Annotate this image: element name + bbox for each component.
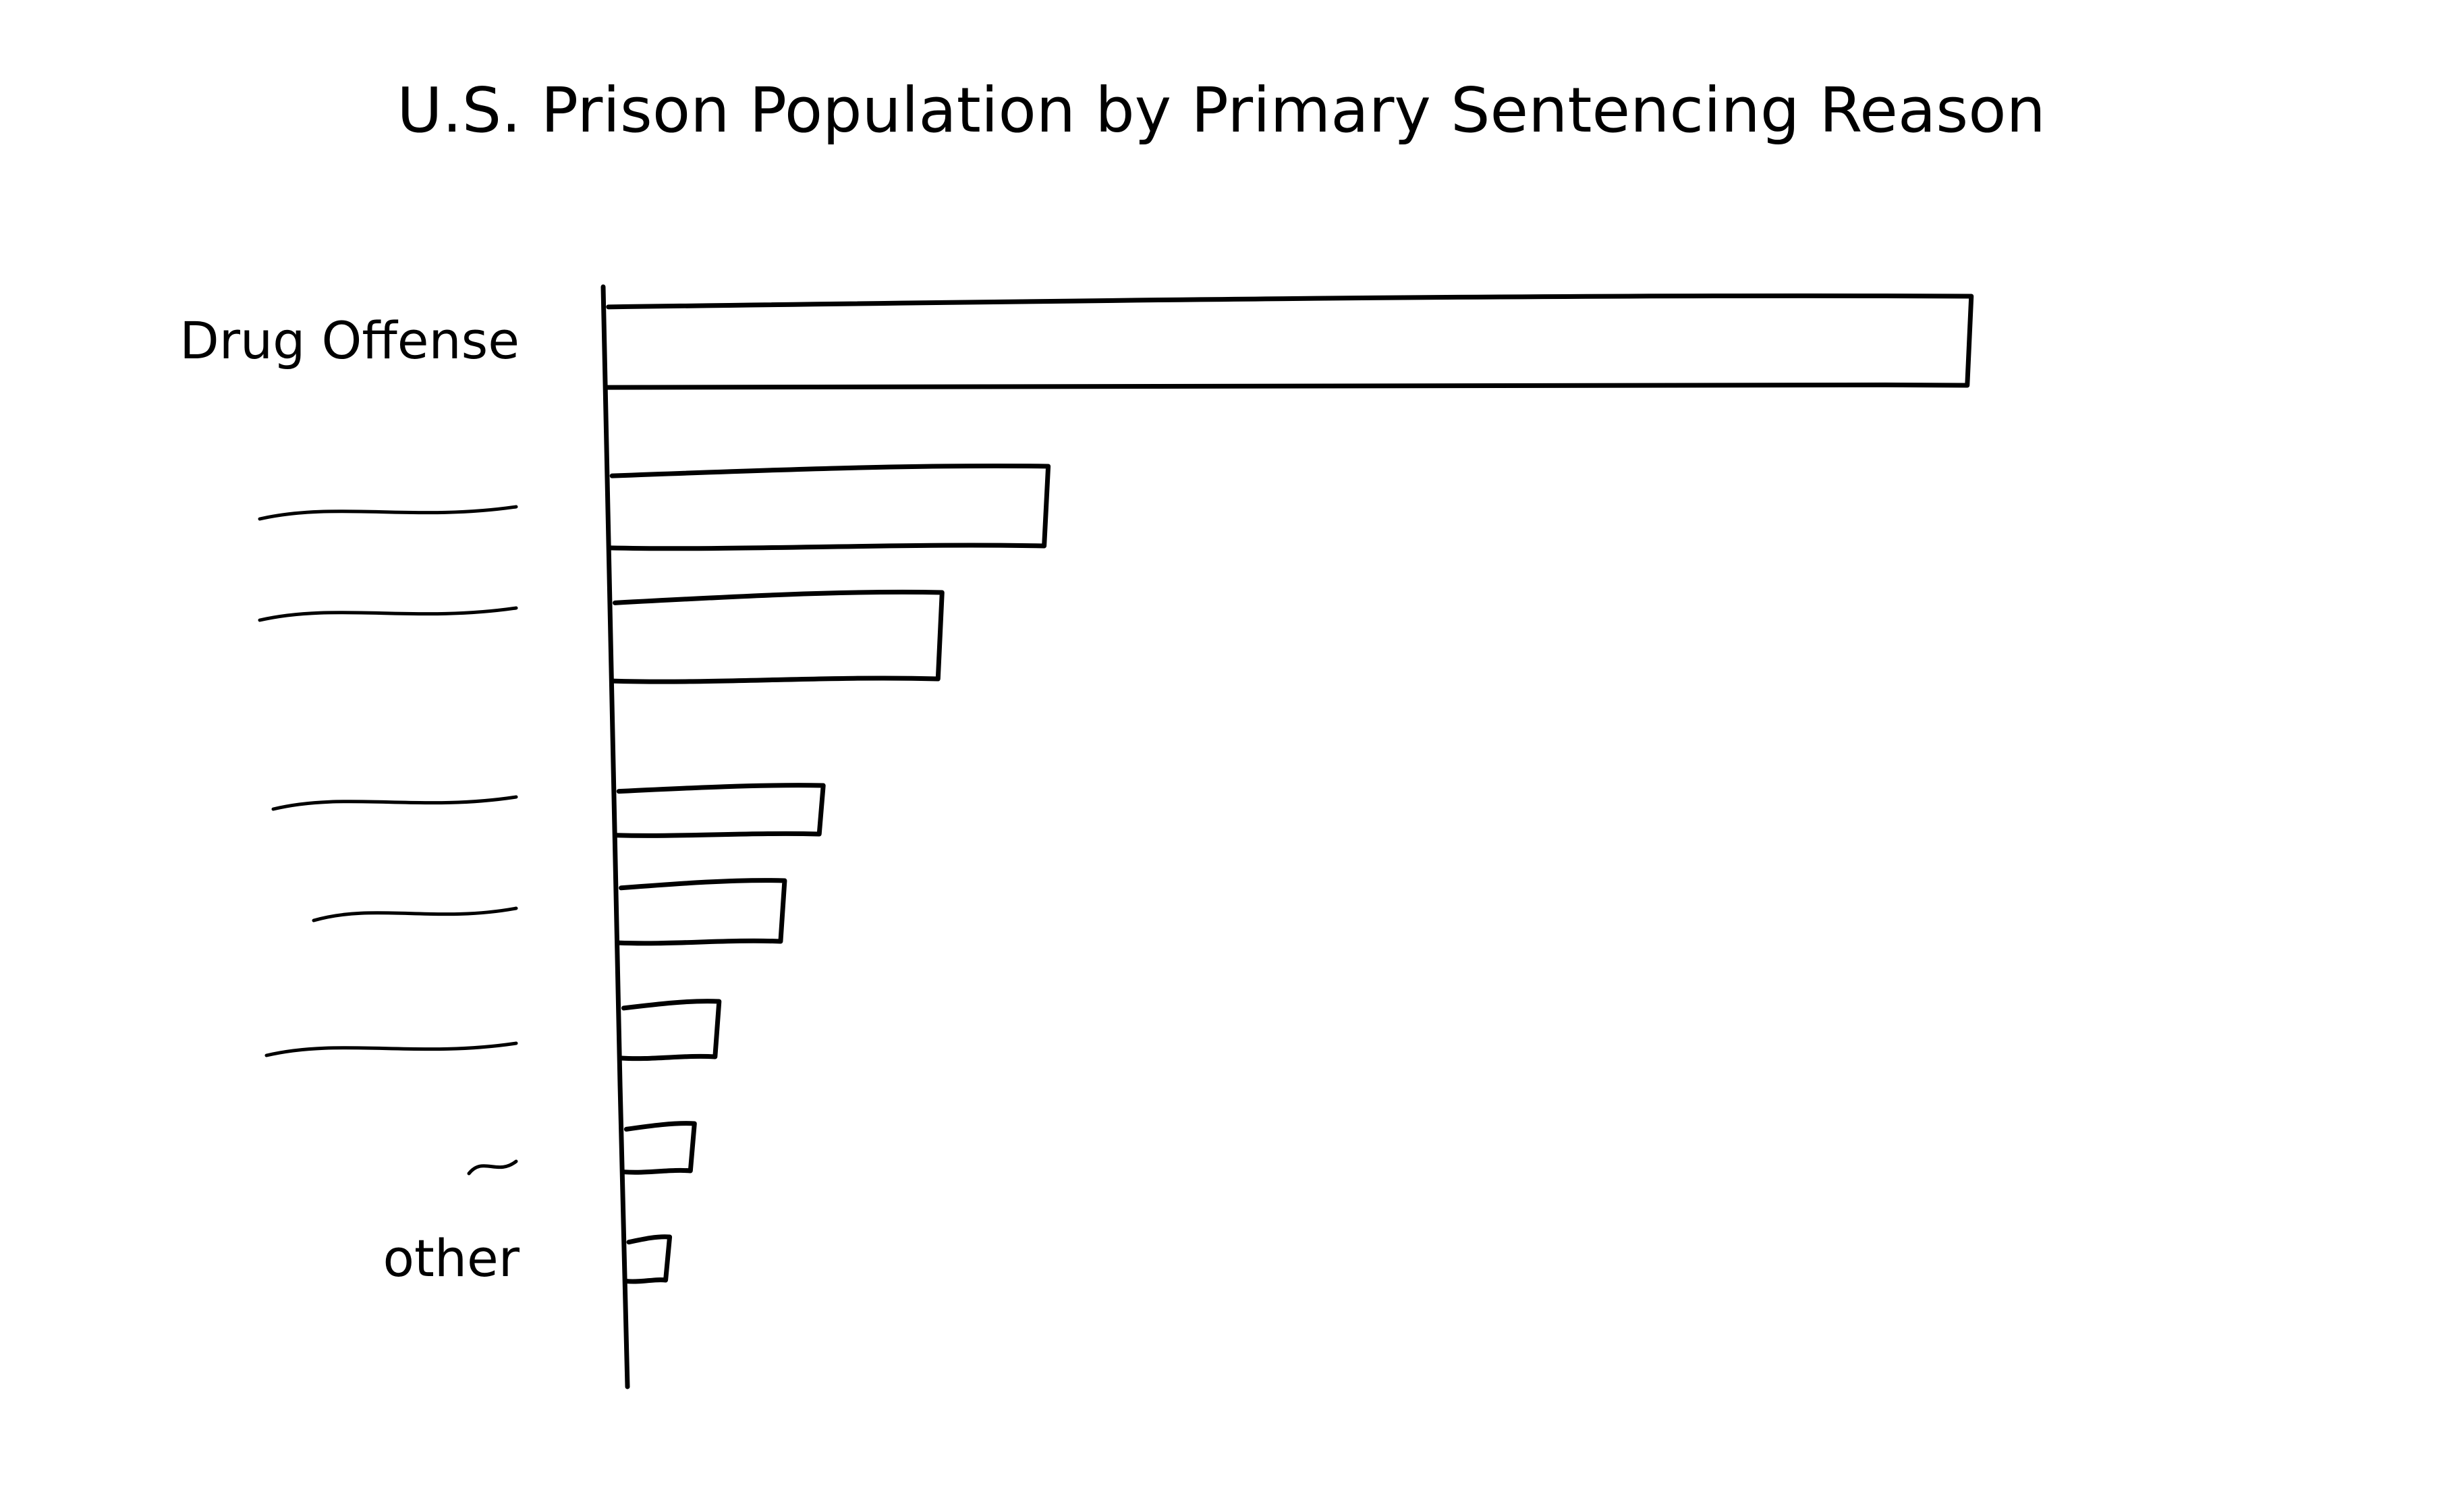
unlabeled-category-squiggle-3 bbox=[271, 795, 518, 811]
bar-7 bbox=[623, 1234, 673, 1284]
category-label-7: other bbox=[383, 1228, 520, 1288]
bar-5 bbox=[618, 999, 722, 1061]
unlabeled-category-squiggle-4 bbox=[312, 906, 518, 922]
y-axis-line bbox=[600, 284, 630, 1389]
unlabeled-category-squiggle-2 bbox=[258, 606, 518, 622]
unlabeled-category-squiggle-5 bbox=[264, 1041, 518, 1057]
bar-6 bbox=[621, 1121, 697, 1175]
bar-1 bbox=[607, 463, 1051, 551]
unlabeled-category-squiggle-6 bbox=[467, 1159, 518, 1176]
unlabeled-category-squiggle-1 bbox=[258, 505, 518, 521]
bar-4 bbox=[616, 878, 787, 946]
bars-group bbox=[603, 293, 1974, 1284]
bar-0 bbox=[603, 293, 1974, 391]
category-labels: Drug Offense other bbox=[179, 310, 520, 1288]
bar-2 bbox=[609, 589, 945, 684]
bar-3 bbox=[613, 783, 826, 838]
chart-title: U.S. Prison Population by Primary Senten… bbox=[397, 74, 2046, 146]
category-label-0: Drug Offense bbox=[179, 310, 520, 370]
